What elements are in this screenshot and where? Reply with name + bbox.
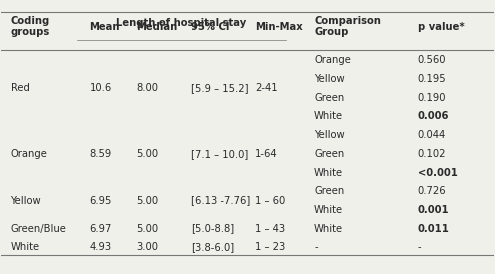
Text: White: White: [10, 242, 40, 252]
Text: 95% CI: 95% CI: [191, 22, 229, 32]
Text: Yellow: Yellow: [314, 74, 345, 84]
Text: Yellow: Yellow: [314, 130, 345, 140]
Text: Green/Blue: Green/Blue: [10, 224, 66, 233]
Text: 0.726: 0.726: [418, 186, 446, 196]
Text: p value*: p value*: [418, 22, 464, 32]
Text: [6.13 -7.76]: [6.13 -7.76]: [191, 196, 250, 206]
Text: 8.59: 8.59: [90, 149, 112, 159]
Text: 5.00: 5.00: [137, 149, 158, 159]
Text: Length of hospital stay: Length of hospital stay: [116, 18, 247, 28]
Text: 10.6: 10.6: [90, 84, 112, 93]
Text: Green: Green: [314, 186, 345, 196]
Text: Min-Max: Min-Max: [255, 22, 302, 32]
Text: 5.00: 5.00: [137, 196, 158, 206]
Text: Median: Median: [137, 22, 178, 32]
Text: [3.8-6.0]: [3.8-6.0]: [191, 242, 234, 252]
Text: 6.97: 6.97: [90, 224, 112, 233]
Text: White: White: [314, 224, 343, 233]
Text: White: White: [314, 112, 343, 121]
Text: White: White: [314, 167, 343, 178]
Text: [5.9 – 15.2]: [5.9 – 15.2]: [191, 84, 248, 93]
Text: 1 – 43: 1 – 43: [255, 224, 285, 233]
Text: -: -: [418, 242, 421, 252]
Text: 8.00: 8.00: [137, 84, 158, 93]
Text: Mean: Mean: [90, 22, 120, 32]
Text: Orange: Orange: [314, 55, 351, 65]
Text: 0.102: 0.102: [418, 149, 446, 159]
Text: 1 – 23: 1 – 23: [255, 242, 285, 252]
Text: 0.001: 0.001: [418, 205, 449, 215]
Text: Comparison
Group: Comparison Group: [314, 16, 381, 37]
Text: [5.0-8.8]: [5.0-8.8]: [191, 224, 234, 233]
Text: -: -: [314, 242, 318, 252]
Text: Green: Green: [314, 93, 345, 103]
Text: 2-41: 2-41: [255, 84, 278, 93]
Text: 3.00: 3.00: [137, 242, 158, 252]
Text: 6.95: 6.95: [90, 196, 112, 206]
Text: Coding
groups: Coding groups: [11, 16, 50, 37]
Text: 0.195: 0.195: [418, 74, 446, 84]
Text: 1 – 60: 1 – 60: [255, 196, 285, 206]
Text: <0.001: <0.001: [418, 167, 458, 178]
Text: 5.00: 5.00: [137, 224, 158, 233]
Text: White: White: [314, 205, 343, 215]
Text: [7.1 – 10.0]: [7.1 – 10.0]: [191, 149, 248, 159]
Text: 0.006: 0.006: [418, 112, 449, 121]
Text: Orange: Orange: [10, 149, 48, 159]
Text: Yellow: Yellow: [10, 196, 41, 206]
Text: 4.93: 4.93: [90, 242, 112, 252]
Text: 0.190: 0.190: [418, 93, 446, 103]
Text: 0.044: 0.044: [418, 130, 446, 140]
Text: 0.560: 0.560: [418, 55, 446, 65]
Text: Red: Red: [10, 84, 29, 93]
Text: 1-64: 1-64: [255, 149, 278, 159]
Text: Green: Green: [314, 149, 345, 159]
Text: 0.011: 0.011: [418, 224, 449, 233]
